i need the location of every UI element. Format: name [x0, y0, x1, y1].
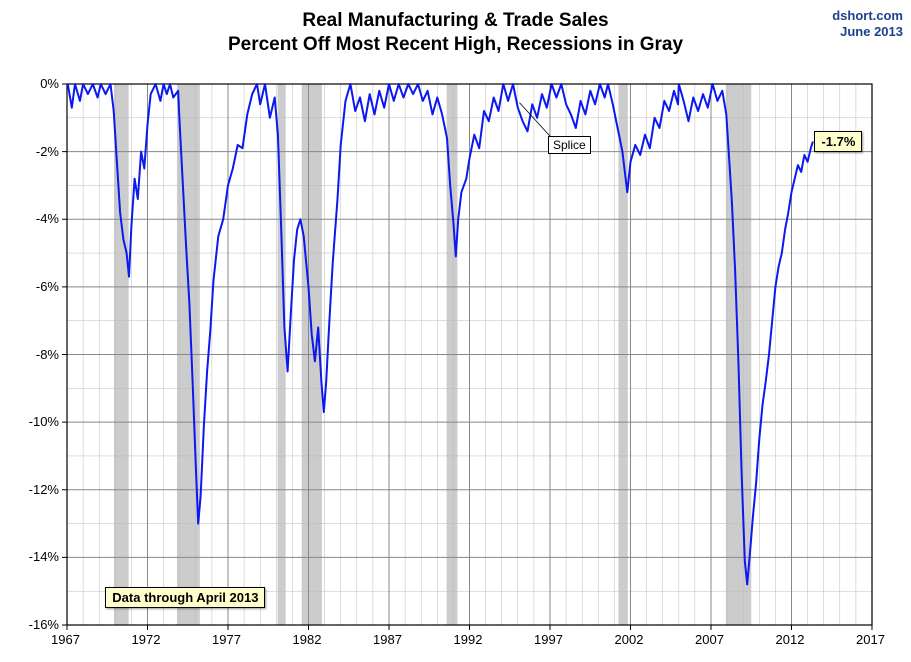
chart-title-1: Real Manufacturing & Trade Sales [0, 10, 911, 32]
current-value-callout: -1.7% [814, 131, 862, 152]
splice-callout: Splice [548, 136, 591, 154]
attribution-site: dshort.com [832, 8, 903, 23]
chart-title-2: Percent Off Most Recent High, Recessions… [0, 34, 911, 56]
data-through-callout: Data through April 2013 [105, 587, 265, 608]
chart-svg [0, 0, 911, 662]
attribution-date: June 2013 [840, 24, 903, 39]
